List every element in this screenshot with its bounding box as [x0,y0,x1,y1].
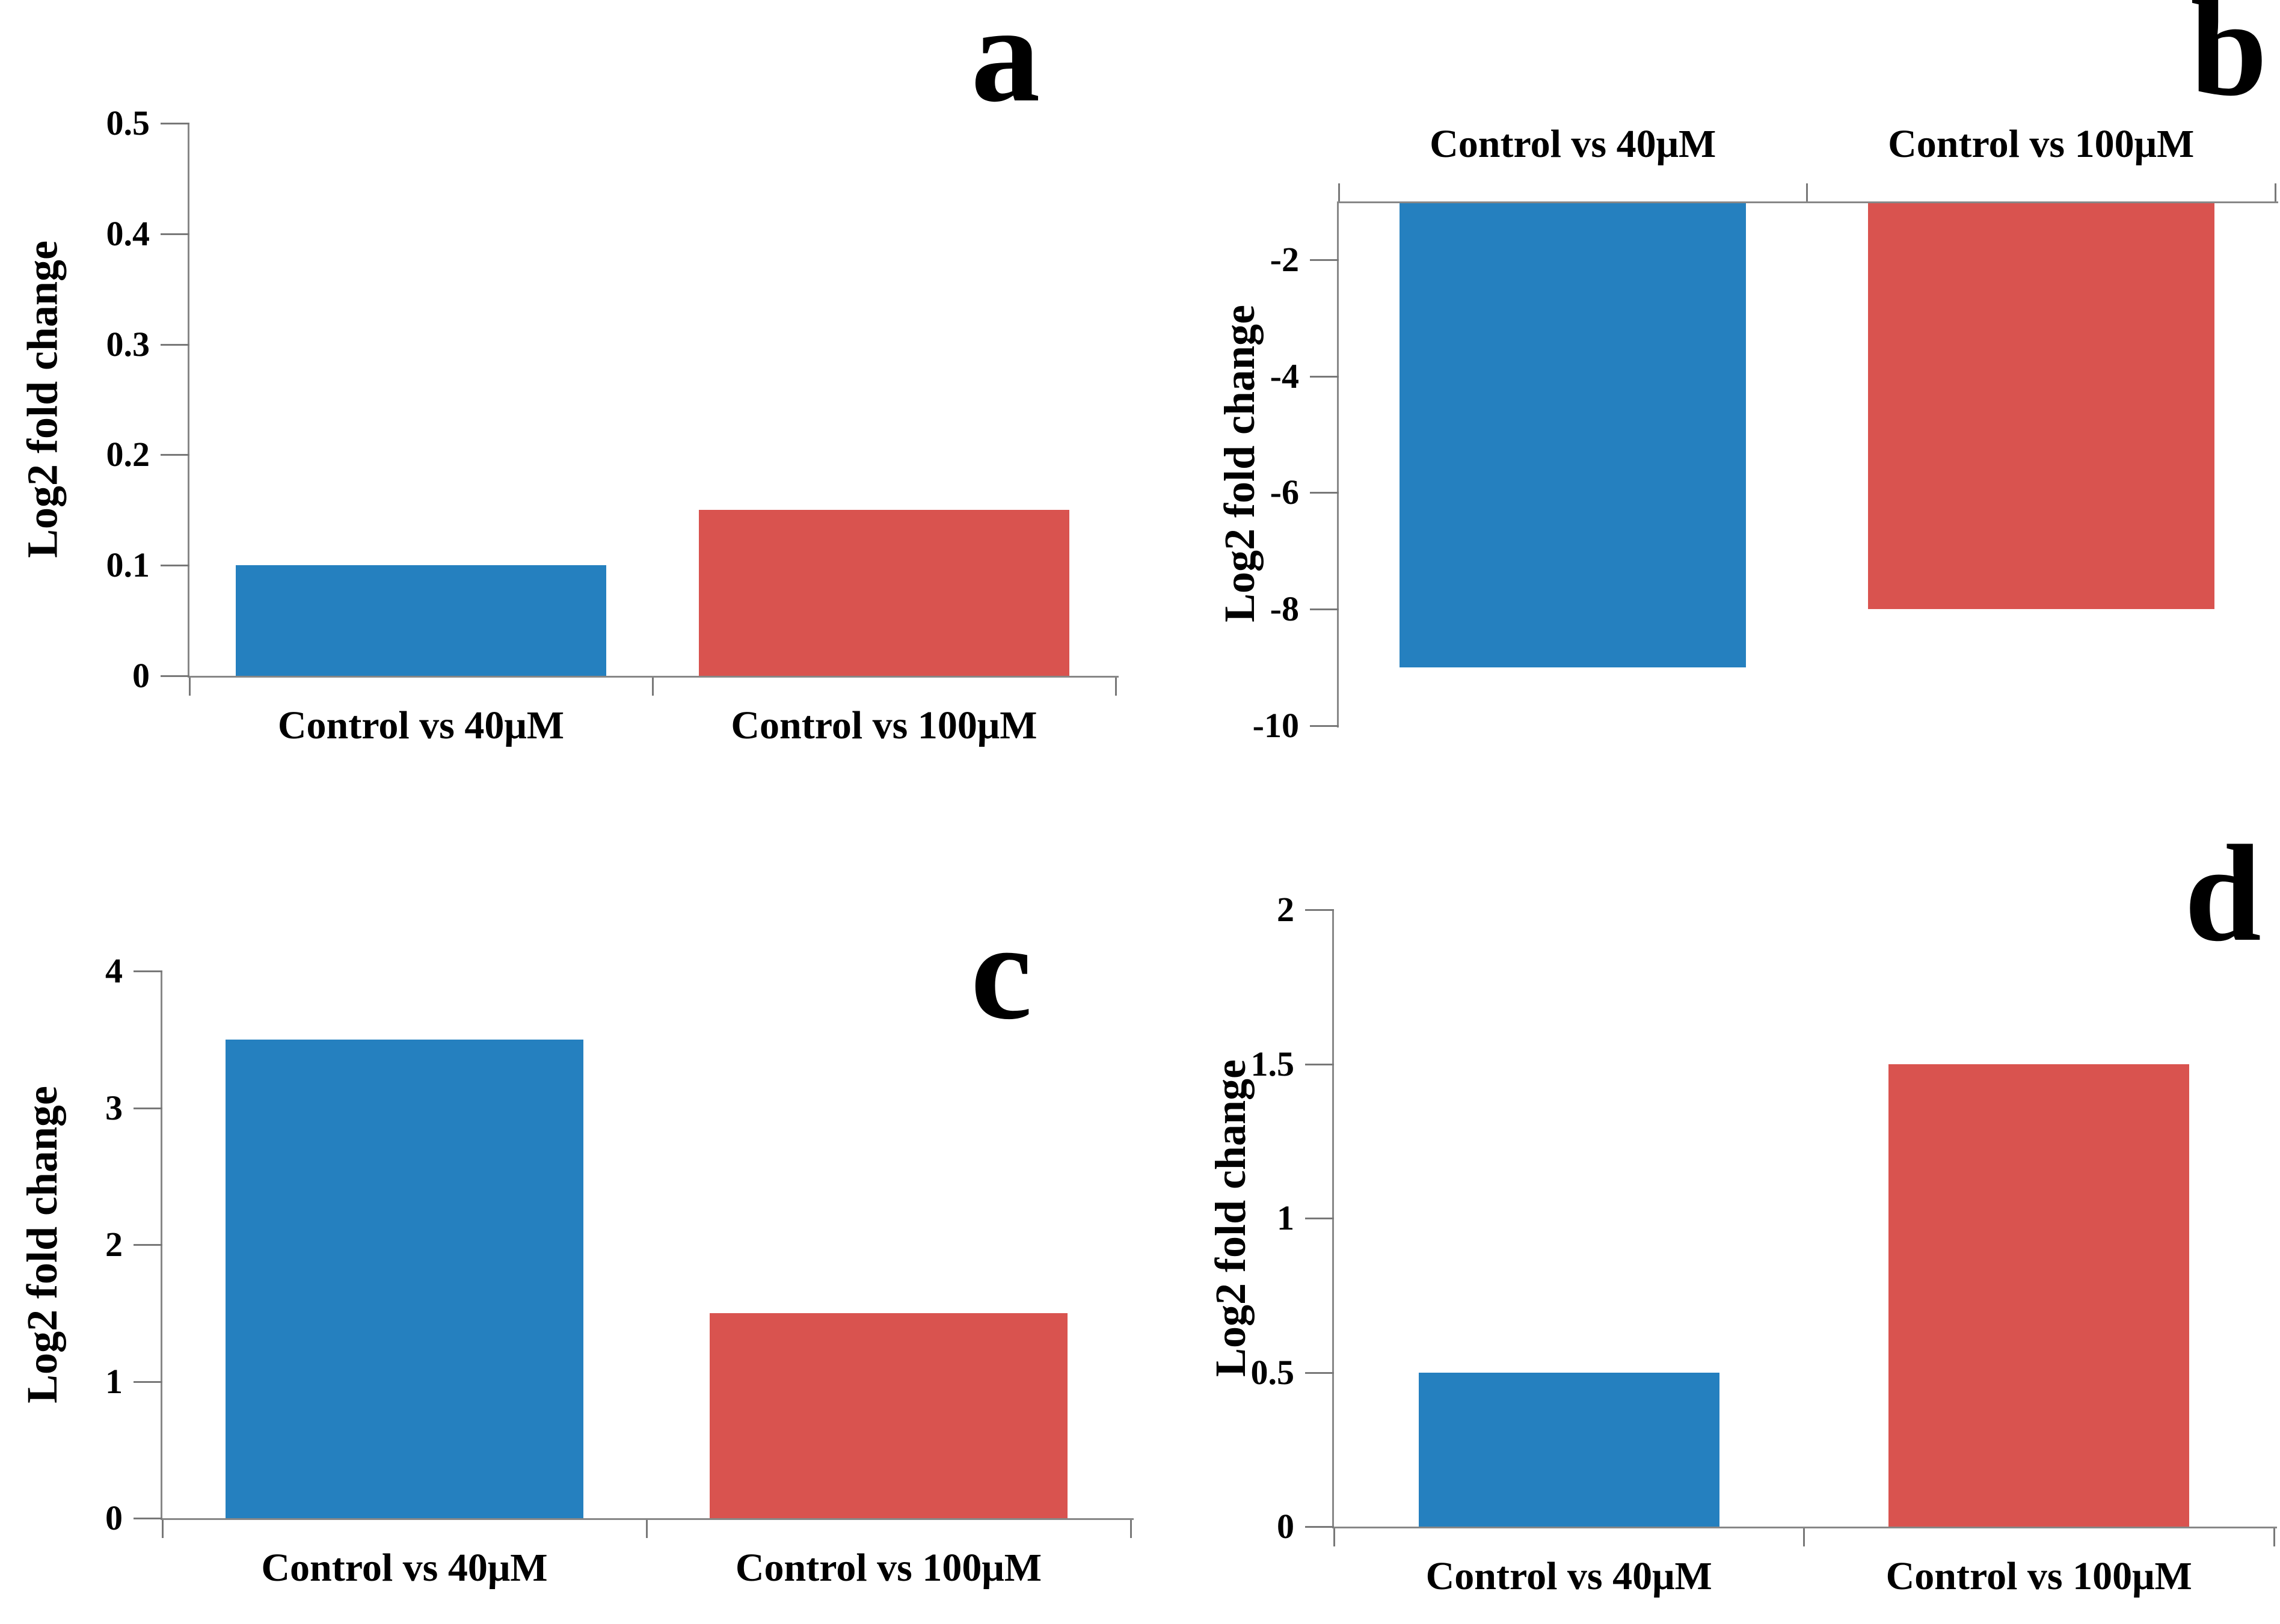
category-divider-tick [1129,1520,1132,1538]
category-label: Control vs 40μM [261,1546,548,1590]
y-tick-mark [134,1107,162,1109]
bar-control-vs-100uM [699,510,1069,676]
bar-control-vs-40uM [225,1039,584,1518]
y-tick-label: 0 [132,656,150,695]
y-tick-mark [1310,375,1339,378]
y-tick-mark [1310,492,1339,494]
x-axis-line [1332,1527,2277,1528]
y-tick-mark [1310,725,1339,727]
category-label: Control vs 40μM [1430,122,1716,166]
y-tick-label: -10 [1252,706,1299,745]
y-tick-label: 0 [105,1498,123,1537]
panel-a: a Log2 fold change 0.5 0.4 0.3 0.2 0.1 0 Contr… [0,0,1140,812]
y-tick-label: 0 [1277,1507,1294,1546]
y-tick-label: 3 [105,1088,123,1127]
x-axis-line [188,676,1119,678]
category-label: Control vs 40μM [277,703,565,747]
category-divider-tick [1803,1528,1805,1546]
category-label: Control vs 40μM [1425,1554,1712,1598]
y-tick-mark [134,1380,162,1383]
bar-control-vs-40uM [1400,203,1747,668]
y-tick-mark [161,454,189,456]
category-divider-tick [1338,183,1340,201]
y-tick-mark [161,123,189,124]
y-tick-mark [134,1244,162,1246]
category-label: Control vs 100μM [1885,1554,2192,1598]
y-tick-label: 1.5 [1250,1044,1295,1083]
y-tick-mark [1305,909,1334,911]
y-tick-label: 4 [105,951,123,990]
category-divider-tick [2273,1528,2275,1546]
y-tick-label: 2 [105,1225,123,1264]
category-divider-tick [188,678,191,696]
bar-control-vs-100uM [1867,203,2214,610]
y-tick-label: 0.3 [106,324,150,364]
panel-b: b Log2 fold change -2 -4 -6 -8 -10 Control vs… [1140,0,2280,812]
category-divider-tick [1333,1528,1335,1546]
y-tick-label: -8 [1270,589,1299,629]
y-tick-mark [161,343,189,346]
category-divider-tick [1806,183,1808,201]
y-tick-mark [161,675,189,677]
y-tick-mark [1310,608,1339,611]
y-tick-label: -6 [1270,473,1299,512]
y-axis-title: Log2 fold change [18,240,67,559]
y-tick-mark [1305,1371,1334,1374]
panel-letter-b: b [2190,0,2267,124]
y-tick-mark [1305,1218,1334,1219]
y-tick-label: -2 [1270,239,1299,279]
bar-control-vs-100uM [709,1313,1068,1518]
x-axis-line [1337,201,2278,203]
y-tick-label: 0.5 [106,103,150,142]
category-label: Control vs 100μM [731,703,1037,747]
y-tick-label: 0.1 [106,545,150,585]
y-tick-mark [1305,1063,1334,1065]
category-label: Control vs 100μM [735,1546,1042,1590]
y-axis-line [188,123,189,678]
category-divider-tick [645,1520,648,1538]
panel-d: d Log2 fold change 2 1.5 1 0.5 0 Control vs 4… [1140,812,2280,1624]
y-tick-mark [161,233,189,235]
panel-c: c Log2 fold change 4 3 2 1 0 Control vs 40μM C… [0,812,1140,1624]
y-tick-label: 1 [105,1361,123,1401]
bar-control-vs-40uM [236,565,606,676]
category-divider-tick [651,678,654,696]
y-tick-label: -4 [1270,356,1299,396]
x-axis-line [161,1518,1134,1520]
category-label: Control vs 100μM [1888,122,2195,166]
y-tick-mark [1310,259,1339,261]
y-tick-label: 0.4 [106,213,150,253]
y-tick-mark [134,1518,162,1519]
bar-control-vs-40uM [1418,1372,1719,1527]
y-tick-label: 0.5 [1250,1352,1295,1392]
panel-letter-d: d [2184,817,2261,970]
y-tick-label: 1 [1277,1198,1294,1237]
panel-letter-a: a [971,0,1040,130]
category-divider-tick [161,1520,164,1538]
y-tick-label: 2 [1277,890,1294,929]
y-tick-label: 0.2 [106,435,150,474]
category-divider-tick [1114,678,1117,696]
y-axis-line [1337,201,1339,728]
panel-letter-c: c [970,895,1033,1048]
y-tick-mark [134,970,162,972]
y-tick-mark [1305,1526,1334,1528]
category-divider-tick [2274,183,2276,201]
bar-control-vs-100uM [1888,1064,2190,1527]
y-tick-mark [161,565,189,567]
